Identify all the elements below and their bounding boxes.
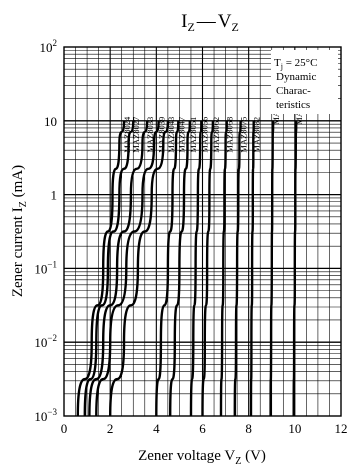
annotation-line-4: teristics xyxy=(276,99,310,111)
tick-labels: 0 2 4 6 8 10 12 102 10 1 10−1 10−2 10−3 xyxy=(34,38,347,436)
series-label-maz8051: MAZ8051 xyxy=(188,117,198,153)
x-tick-label: 10 xyxy=(288,421,301,436)
series-curve-maz8047 xyxy=(155,120,180,417)
series-label-maz8047: MAZ8047 xyxy=(176,117,186,153)
series-label-maz8039: MAZ8039 xyxy=(157,117,167,153)
y-tick-label: 10 xyxy=(44,114,57,129)
chart-title: IZ — VZ xyxy=(181,11,239,34)
y-tick-label: 10−2 xyxy=(34,333,57,350)
series-curve-maz8024 xyxy=(76,120,126,417)
series-curve-maz8062 xyxy=(201,120,215,417)
series-label-maz8033: MAZ8033 xyxy=(145,117,155,153)
series-curve-maz8043 xyxy=(109,120,170,417)
x-tick-label: 4 xyxy=(153,421,160,436)
series-curve-maz8100 xyxy=(292,120,298,417)
y-tick-label: 102 xyxy=(40,38,58,55)
series-label-maz8062: MAZ8062 xyxy=(211,117,221,153)
x-tick-label: 0 xyxy=(61,421,68,436)
series-label-maz8043: MAZ8043 xyxy=(166,117,176,153)
curves xyxy=(76,120,298,417)
series-curve-maz8027 xyxy=(83,120,135,417)
series-curve-maz8039 xyxy=(95,120,160,417)
series-curve-maz8068 xyxy=(219,120,228,417)
annotation-line-2: Dynamic xyxy=(276,71,316,83)
plot-frame xyxy=(63,46,342,417)
series-label-maz8068: MAZ8068 xyxy=(225,117,235,153)
series-label-maz8082: MAZ8082 xyxy=(252,117,262,153)
y-tick-label: 10−3 xyxy=(34,407,57,424)
x-tick-label: 6 xyxy=(199,421,206,436)
annotation-box xyxy=(271,50,338,114)
x-tick-label: 2 xyxy=(107,421,114,436)
x-axis-label: Zener voltage VZ (V) xyxy=(138,448,266,467)
series-curve-maz8056 xyxy=(189,120,203,417)
series-curve-maz8082 xyxy=(249,120,255,417)
x-tick-label: 12 xyxy=(335,421,348,436)
y-tick-label: 10−1 xyxy=(34,259,57,276)
series-label-maz8056: MAZ8056 xyxy=(199,117,209,153)
series-label-maz8075: MAZ8075 xyxy=(239,117,249,153)
y-axis-label: Zener current IZ (mA) xyxy=(10,165,29,297)
annotation-line-3: Charac- xyxy=(276,85,311,97)
x-tick-label: 8 xyxy=(245,421,252,436)
annotation-line-1: Tj = 25°C xyxy=(274,57,317,71)
series-curve-maz8091 xyxy=(269,120,275,417)
y-tick-label: 1 xyxy=(51,188,58,203)
series-label-maz8024: MAZ8024 xyxy=(122,116,132,153)
series-curve-maz8051 xyxy=(169,120,192,417)
series-label-maz8027: MAZ8027 xyxy=(131,117,141,153)
series-curve-maz8033 xyxy=(88,120,149,417)
series-curve-maz8075 xyxy=(233,120,242,417)
